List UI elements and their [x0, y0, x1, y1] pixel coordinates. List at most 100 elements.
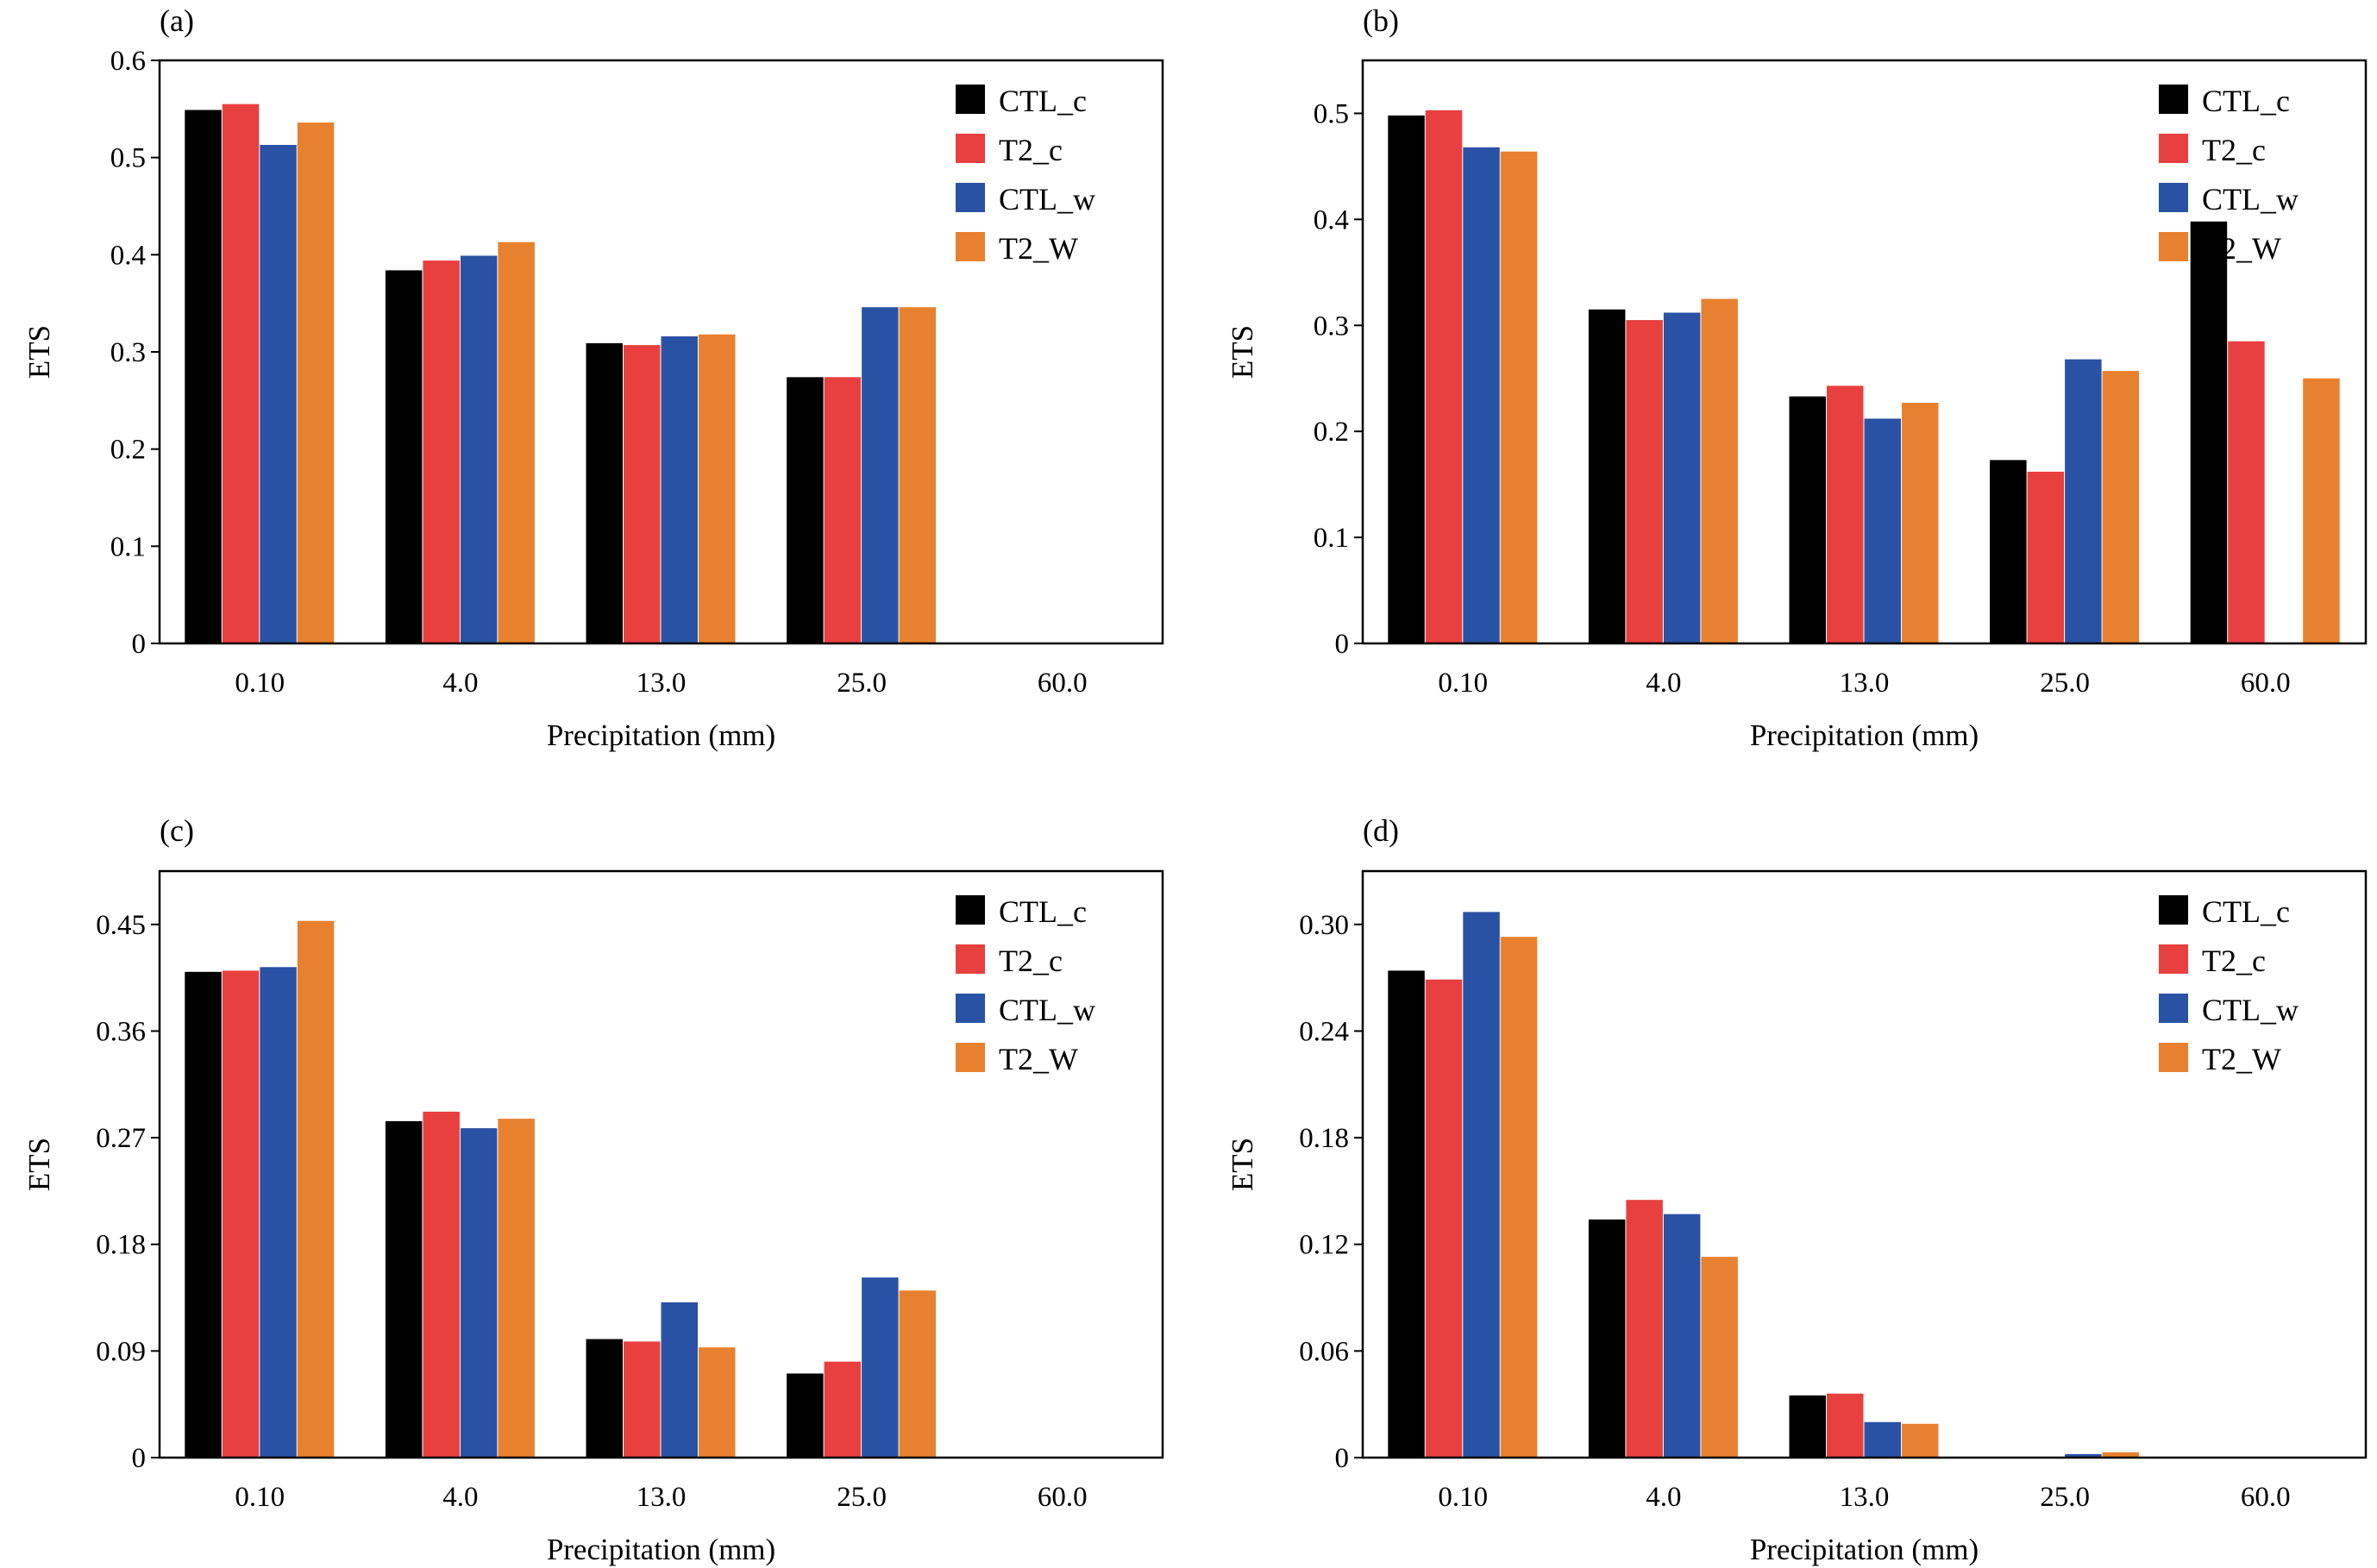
panel-label: (b)	[1363, 3, 1399, 38]
bar-ctl-w-4-0	[1663, 312, 1701, 643]
legend-swatch	[2159, 134, 2188, 163]
panel-d: (d) 0 0.06 0.12 0.18 0.24 0.30 0.10 4.0 13.0 25.…	[1226, 813, 2368, 1566]
legend-swatch	[2159, 994, 2188, 1023]
y-tick-label: 0.5	[1314, 98, 1349, 129]
x-tick-label: 13.0	[637, 1482, 687, 1513]
x-tick-label: 0.10	[235, 1482, 285, 1513]
legend-label: T2_c	[999, 133, 1063, 167]
bar-t2-c-60-0	[2228, 341, 2265, 643]
x-tick-label: 25.0	[837, 1482, 887, 1513]
panel-label: (d)	[1363, 813, 1399, 848]
y-tick-label: 0.18	[96, 1230, 146, 1261]
x-tick-label: 25.0	[2040, 668, 2090, 699]
bar-t2-w-0-10	[1500, 937, 1538, 1458]
x-axis-title: Precipitation (mm)	[547, 718, 775, 752]
legend-label: T2_W	[999, 231, 1078, 266]
bar-t2-c-0-10	[222, 970, 260, 1458]
bar-t2-c-4-0	[1626, 320, 1663, 643]
bar-ctl-w-13-0	[661, 1302, 698, 1458]
bar-t2-w-25-0	[2102, 1452, 2140, 1458]
x-tick-label: 4.0	[442, 1482, 478, 1513]
bar-ctl-c-25-0	[787, 1373, 824, 1458]
bar-t2-w-0-10	[297, 920, 335, 1458]
x-axis-title: Precipitation (mm)	[547, 1533, 775, 1566]
legend-label: CTL_w	[999, 993, 1095, 1027]
bar-t2-c-25-0	[2027, 471, 2065, 643]
legend-label: CTL_w	[2202, 182, 2299, 216]
legend-swatch	[956, 134, 985, 163]
panel-label: (a)	[160, 3, 194, 38]
bar-ctl-c-4-0	[385, 270, 423, 643]
bar-t2-w-4-0	[498, 241, 535, 643]
x-tick-label: 13.0	[1840, 1482, 1890, 1513]
y-tick-label: 0.06	[1299, 1336, 1349, 1367]
legend-label: CTL_c	[999, 894, 1087, 929]
bar-t2-w-4-0	[1701, 1257, 1738, 1458]
legend-swatch	[956, 232, 985, 261]
legend-swatch	[956, 994, 985, 1023]
bar-t2-c-13-0	[624, 345, 661, 643]
y-tick-label: 0.27	[96, 1123, 146, 1154]
legend-label: T2_c	[2202, 944, 2266, 978]
legend-label: CTL_w	[2202, 993, 2299, 1027]
x-tick-label: 60.0	[1038, 1482, 1088, 1513]
y-axis-ticks: 0 0.06 0.12 0.18 0.24 0.30	[1299, 910, 1363, 1474]
y-tick-label: 0.30	[1299, 910, 1349, 941]
y-tick-label: 0.45	[96, 910, 146, 941]
bar-ctl-c-4-0	[1588, 1219, 1626, 1458]
x-tick-label: 60.0	[2241, 668, 2291, 699]
plot-frame	[1361, 59, 2368, 645]
legend-swatch	[956, 85, 985, 114]
legend-swatch	[956, 183, 985, 212]
bar-ctl-w-0-10	[1463, 912, 1500, 1458]
bar-ctl-c-25-0	[787, 377, 824, 643]
y-tick-label: 0.6	[110, 46, 146, 77]
bar-ctl-w-0-10	[260, 145, 297, 643]
bar-t2-c-13-0	[1827, 386, 1864, 643]
x-tick-label: 4.0	[1646, 668, 1681, 699]
y-tick-label: 0.3	[110, 337, 146, 368]
bar-ctl-w-0-10	[1463, 147, 1500, 644]
y-tick-label: 0.5	[110, 143, 146, 174]
bar-t2-w-60-0	[2303, 378, 2340, 643]
x-axis-ticks: 0.10 4.0 13.0 25.0 60.0	[235, 1482, 1087, 1513]
panel-b: (b) 0 0.1 0.2 0.3 0.4 0.5 0.10 4.0 13.0 25.0 60.0…	[1226, 3, 2368, 752]
bar-t2-c-4-0	[1626, 1200, 1663, 1458]
y-axis-title: ETS	[1226, 325, 1259, 379]
y-tick-label: 0.09	[96, 1336, 146, 1367]
bar-ctl-c-0-10	[185, 110, 222, 643]
bar-ctl-w-4-0	[1663, 1214, 1701, 1458]
y-tick-label: 0.1	[1314, 523, 1349, 554]
bar-t2-c-13-0	[1827, 1393, 1864, 1458]
bar-ctl-w-13-0	[661, 336, 698, 643]
bar-t2-c-0-10	[1425, 979, 1463, 1458]
bars-group	[1388, 110, 2340, 644]
x-axis-ticks: 0.10 4.0 13.0 25.0 60.0	[1438, 1482, 2290, 1513]
y-axis-ticks: 0 0.1 0.2 0.3 0.4 0.5 0.6	[110, 46, 160, 660]
bar-t2-c-13-0	[624, 1341, 661, 1458]
plot-frame	[1361, 869, 2368, 1459]
x-axis-ticks: 0.10 4.0 13.0 25.0 60.0	[235, 668, 1087, 699]
legend-swatch	[956, 1043, 985, 1072]
legend-swatch	[2159, 895, 2188, 925]
y-tick-label: 0.24	[1299, 1016, 1349, 1047]
bar-t2-w-13-0	[1902, 1423, 1939, 1458]
x-tick-label: 60.0	[2241, 1482, 2291, 1513]
bar-ctl-c-0-10	[1388, 115, 1425, 643]
x-tick-label: 60.0	[1038, 668, 1088, 699]
bar-t2-w-25-0	[899, 1290, 937, 1458]
bar-t2-c-25-0	[824, 377, 862, 643]
y-tick-label: 0	[132, 629, 147, 660]
bar-ctl-c-0-10	[1388, 970, 1425, 1458]
y-axis-title: ETS	[22, 325, 56, 379]
bar-t2-w-4-0	[498, 1119, 535, 1458]
legend-swatch	[2159, 944, 2188, 974]
bar-ctl-c-13-0	[1789, 1395, 1826, 1458]
legend-label: T2_W	[2202, 1042, 2281, 1076]
x-tick-label: 25.0	[2040, 1482, 2090, 1513]
bar-ctl-w-13-0	[1864, 1421, 1901, 1458]
y-axis-title: ETS	[22, 1138, 56, 1191]
y-tick-label: 0.12	[1299, 1230, 1349, 1261]
y-axis-ticks: 0 0.09 0.18 0.27 0.36 0.45	[96, 910, 160, 1474]
bar-t2-c-4-0	[423, 1111, 460, 1458]
